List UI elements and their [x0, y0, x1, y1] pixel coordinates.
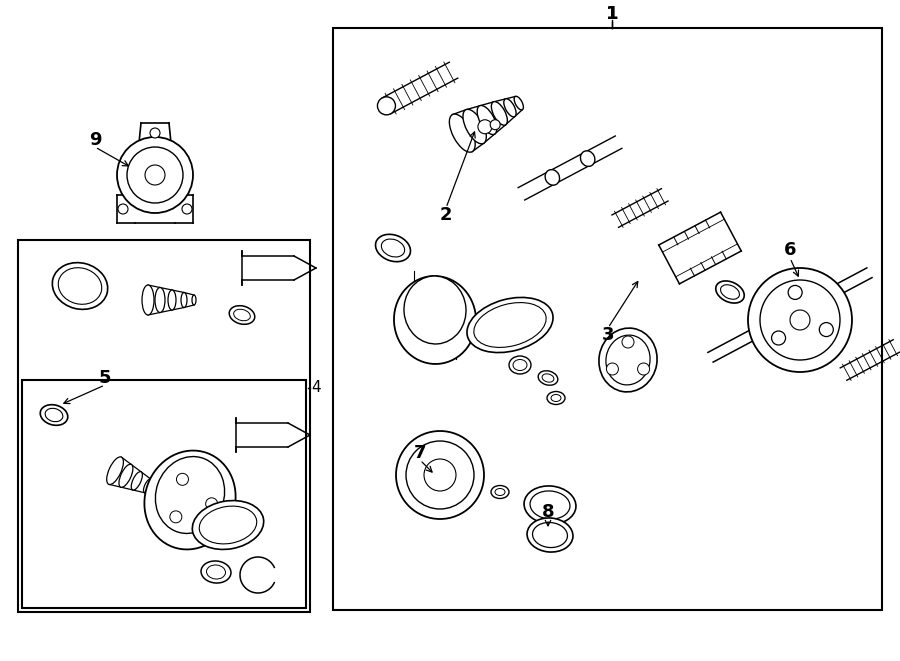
- Ellipse shape: [377, 97, 395, 115]
- Ellipse shape: [716, 281, 744, 303]
- Bar: [18, 240, 310, 612]
- Ellipse shape: [199, 506, 256, 544]
- Ellipse shape: [463, 109, 486, 144]
- Ellipse shape: [513, 360, 527, 371]
- Ellipse shape: [142, 285, 154, 315]
- Ellipse shape: [491, 485, 509, 498]
- Ellipse shape: [467, 297, 553, 352]
- Ellipse shape: [491, 102, 508, 125]
- Text: 6: 6: [784, 241, 796, 259]
- Ellipse shape: [473, 303, 546, 348]
- Circle shape: [790, 310, 810, 330]
- Ellipse shape: [477, 106, 497, 135]
- Ellipse shape: [168, 290, 176, 310]
- Ellipse shape: [607, 363, 618, 375]
- Ellipse shape: [449, 114, 475, 152]
- Ellipse shape: [375, 234, 410, 262]
- Ellipse shape: [394, 276, 476, 364]
- Circle shape: [118, 204, 128, 214]
- Ellipse shape: [491, 120, 500, 130]
- Ellipse shape: [721, 285, 740, 299]
- Ellipse shape: [52, 262, 108, 309]
- Ellipse shape: [533, 522, 568, 547]
- Text: 1: 1: [606, 5, 618, 23]
- Ellipse shape: [45, 408, 63, 422]
- Text: 9: 9: [89, 131, 101, 149]
- Circle shape: [117, 137, 193, 213]
- Ellipse shape: [547, 391, 565, 405]
- Circle shape: [760, 280, 840, 360]
- Ellipse shape: [524, 486, 576, 524]
- Text: 4: 4: [311, 381, 320, 395]
- Ellipse shape: [606, 335, 650, 385]
- Circle shape: [406, 441, 474, 509]
- Ellipse shape: [637, 363, 650, 375]
- Ellipse shape: [530, 491, 570, 519]
- Circle shape: [145, 165, 165, 185]
- Ellipse shape: [504, 98, 516, 117]
- Ellipse shape: [514, 97, 524, 110]
- Ellipse shape: [192, 295, 196, 305]
- Circle shape: [396, 431, 484, 519]
- Text: 2: 2: [440, 206, 452, 224]
- Ellipse shape: [131, 472, 142, 490]
- Ellipse shape: [176, 473, 188, 485]
- Ellipse shape: [230, 305, 255, 325]
- Ellipse shape: [170, 511, 182, 523]
- Ellipse shape: [40, 405, 68, 425]
- Bar: [22, 380, 306, 608]
- Ellipse shape: [119, 464, 133, 487]
- Circle shape: [127, 147, 183, 203]
- Ellipse shape: [545, 170, 560, 185]
- Circle shape: [819, 323, 833, 336]
- Ellipse shape: [580, 151, 595, 167]
- Ellipse shape: [495, 488, 505, 496]
- Ellipse shape: [538, 371, 558, 385]
- Text: 1: 1: [606, 5, 618, 23]
- Ellipse shape: [155, 288, 165, 313]
- Bar: [333, 28, 882, 610]
- Ellipse shape: [144, 451, 236, 549]
- Text: 7: 7: [414, 444, 427, 462]
- Circle shape: [150, 128, 160, 138]
- Ellipse shape: [542, 374, 554, 382]
- Ellipse shape: [143, 479, 152, 493]
- Ellipse shape: [234, 309, 250, 321]
- Circle shape: [424, 459, 456, 491]
- Ellipse shape: [201, 561, 231, 583]
- Ellipse shape: [154, 486, 159, 494]
- Ellipse shape: [527, 518, 573, 552]
- Ellipse shape: [598, 328, 657, 392]
- Ellipse shape: [478, 120, 492, 134]
- Ellipse shape: [206, 498, 218, 510]
- Ellipse shape: [107, 457, 123, 485]
- Text: 3: 3: [602, 326, 614, 344]
- Circle shape: [182, 204, 192, 214]
- Circle shape: [748, 268, 852, 372]
- Ellipse shape: [622, 336, 634, 348]
- Ellipse shape: [404, 276, 466, 344]
- Ellipse shape: [58, 268, 102, 304]
- Ellipse shape: [181, 293, 187, 307]
- Ellipse shape: [382, 239, 405, 257]
- Text: 5: 5: [99, 369, 112, 387]
- Ellipse shape: [509, 356, 531, 374]
- Ellipse shape: [551, 395, 561, 401]
- Circle shape: [788, 286, 802, 299]
- Ellipse shape: [193, 500, 264, 549]
- Circle shape: [771, 331, 786, 345]
- Ellipse shape: [206, 565, 226, 579]
- Text: 8: 8: [542, 503, 554, 521]
- Ellipse shape: [156, 457, 225, 533]
